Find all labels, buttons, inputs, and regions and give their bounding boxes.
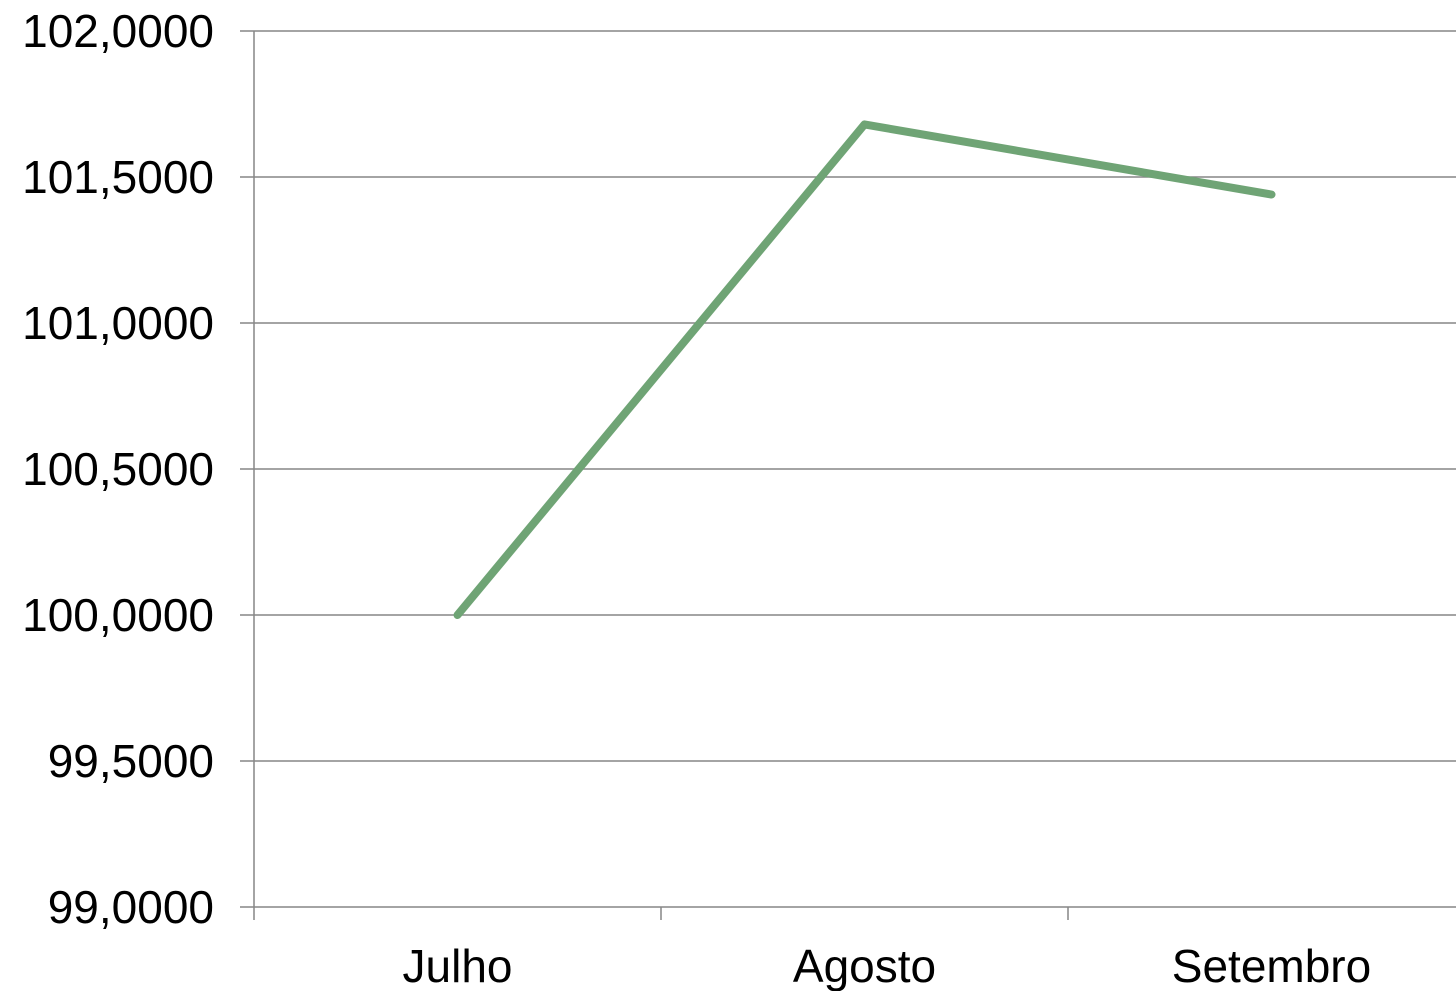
x-tick-label: Agosto (793, 940, 936, 991)
x-axis-tick-labels: Julho Agosto Setembro (403, 940, 1372, 991)
y-tick-label: 99,5000 (48, 735, 214, 787)
series-lines (453, 120, 1276, 619)
y-tick-label: 100,5000 (22, 443, 214, 495)
axes (240, 30, 1069, 920)
y-tick-label: 101,0000 (22, 297, 214, 349)
series-line (453, 120, 1276, 619)
gridlines (254, 30, 1456, 908)
y-tick-label: 100,0000 (22, 589, 214, 641)
x-tick-label: Julho (403, 940, 513, 991)
y-tick-label: 102,0000 (22, 5, 214, 57)
y-tick-label: 99,0000 (48, 881, 214, 933)
y-tick-label: 101,5000 (22, 151, 214, 203)
y-axis-tick-labels: 99,0000 99,5000 100,0000 100,5000 101,0000 10… (22, 5, 214, 933)
x-tick-label: Setembro (1172, 940, 1371, 991)
